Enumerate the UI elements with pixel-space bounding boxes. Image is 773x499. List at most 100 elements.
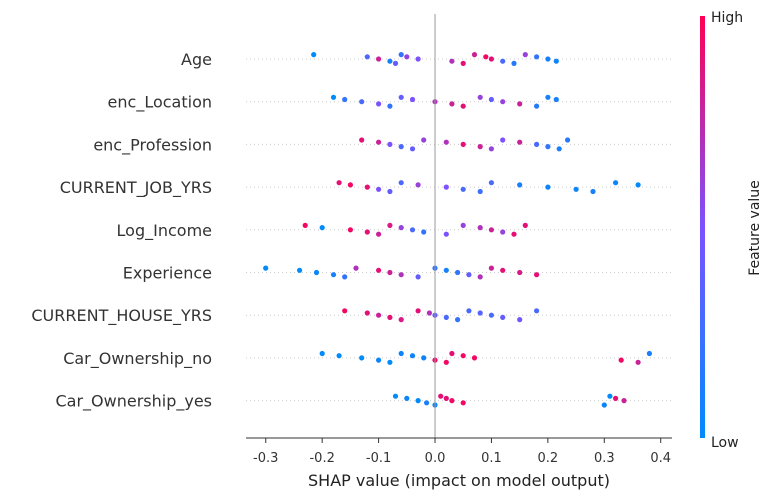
shap-point (488, 56, 494, 62)
shap-point (336, 353, 342, 359)
shap-point (443, 231, 449, 237)
shap-point (613, 180, 619, 186)
shap-point (556, 146, 562, 152)
shap-point (404, 395, 410, 401)
shap-point (302, 222, 308, 228)
shap-point (553, 58, 559, 64)
shap-point (460, 186, 466, 192)
shap-point (409, 353, 416, 359)
shap-point (517, 139, 523, 145)
shap-point (460, 141, 466, 147)
shap-point (449, 350, 455, 357)
feature-label: Car_Ownership_no (63, 349, 212, 369)
shap-point (618, 357, 624, 363)
shap-point (590, 188, 596, 195)
shap-point (438, 393, 444, 399)
shap-point (488, 96, 494, 103)
shap-point (449, 398, 455, 404)
shap-point (398, 272, 404, 278)
x-tick-label: 0.4 (650, 451, 671, 466)
shap-point (466, 272, 472, 278)
shap-point (511, 231, 517, 237)
shap-point (387, 222, 393, 228)
shap-point (415, 182, 421, 188)
x-tick-label: -0.2 (309, 451, 334, 466)
shap-point (311, 52, 317, 58)
x-axis: -0.3 -0.2 -0.1 0.0 0.1 0.2 0.3 0.4 (246, 437, 672, 466)
shap-point (426, 310, 432, 316)
shap-point (415, 308, 421, 314)
shap-point (477, 94, 483, 100)
shap-point (398, 52, 404, 58)
shap-point (500, 58, 506, 64)
shap-point (376, 357, 382, 363)
feature-label: Car_Ownership_yes (55, 392, 212, 412)
shap-point (404, 54, 410, 60)
shap-point (443, 359, 449, 365)
feature-label: CURRENT_JOB_YRS (60, 178, 212, 198)
shap-point (347, 182, 353, 188)
shap-point (646, 350, 653, 357)
colorbar-title: Feature value (747, 180, 763, 276)
shap-point (635, 359, 641, 365)
feature-label: Experience (123, 264, 212, 283)
shap-point (635, 182, 641, 188)
shap-point (376, 139, 382, 145)
shap-point (534, 103, 540, 109)
shap-point (545, 184, 551, 190)
feature-label: enc_Profession (93, 135, 212, 155)
shap-point (545, 144, 551, 150)
shap-point (517, 317, 523, 323)
shap-point (517, 269, 523, 276)
shap-point (387, 359, 393, 365)
shap-point (460, 103, 466, 109)
shap-point (455, 269, 461, 276)
feature-label: Log_Income (117, 221, 212, 241)
shap-point (347, 227, 353, 233)
shap-point (545, 94, 551, 100)
shap-point (449, 58, 455, 64)
shap-point (443, 267, 449, 273)
shap-point (421, 229, 427, 235)
shap-point (443, 314, 449, 320)
shap-point (421, 137, 427, 143)
shap-point (522, 222, 528, 228)
shap-point (342, 308, 348, 314)
shap-point (421, 355, 427, 361)
data-points (263, 52, 653, 408)
shap-point (443, 139, 449, 145)
shap-point (565, 137, 571, 143)
shap-point (409, 146, 416, 152)
shap-point (488, 265, 494, 271)
shap-point (387, 188, 393, 195)
shap-point (376, 186, 382, 192)
shap-point (359, 99, 365, 105)
shap-point (364, 310, 370, 316)
shap-point (443, 184, 449, 190)
feature-label: enc_Location (108, 93, 212, 113)
shap-point (488, 312, 494, 318)
shap-point (534, 308, 540, 314)
shap-point (483, 54, 489, 60)
shap-point (387, 141, 393, 147)
shap-point (342, 274, 348, 280)
shap-point (601, 402, 607, 408)
shap-point (387, 103, 393, 109)
shap-point (488, 180, 494, 186)
shap-point (500, 137, 506, 143)
shap-point (534, 272, 540, 278)
shap-point (500, 267, 506, 273)
shap-point (477, 225, 483, 231)
shap-point (409, 227, 416, 233)
x-tick-label: 0.0 (425, 451, 446, 466)
shap-point (534, 54, 540, 60)
shap-point (398, 180, 404, 186)
shap-point (522, 52, 528, 58)
x-tick-label: 0.2 (538, 451, 559, 466)
x-tick-label: 0.1 (481, 451, 502, 466)
shap-point (449, 101, 455, 107)
shap-point (319, 350, 325, 357)
shap-point (398, 225, 404, 231)
shap-point (359, 355, 365, 361)
shap-point (364, 54, 370, 60)
